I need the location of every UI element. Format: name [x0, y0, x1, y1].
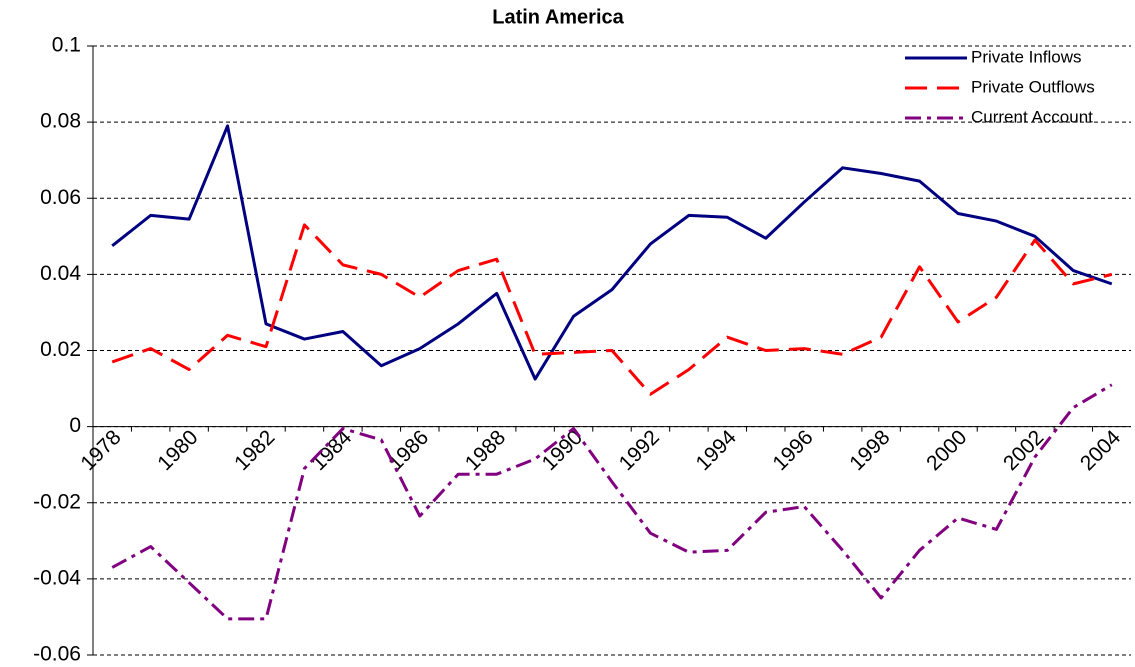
y-tick-label: 0.02: [40, 338, 81, 361]
legend-label: Current Account: [971, 107, 1093, 126]
x-tick-label: 1998: [845, 426, 894, 475]
y-tick-label: -0.04: [33, 566, 81, 589]
x-tick-label: 1996: [768, 426, 817, 475]
y-tick-label: 0.04: [40, 262, 81, 285]
x-tick-label: 1982: [230, 426, 279, 475]
x-tick-label: 2004: [1076, 426, 1126, 476]
y-tick-label: 0.1: [52, 34, 81, 57]
legend-label: Private Outflows: [971, 77, 1095, 96]
y-tick-label: -0.02: [33, 490, 81, 513]
series-line: [111, 124, 1113, 381]
x-tick-label: 1992: [615, 426, 664, 475]
x-tick-label: 1980: [153, 426, 202, 475]
x-tick-label: 1984: [307, 426, 357, 476]
x-tick-label: 2000: [922, 426, 971, 475]
legend: Private Inflows Private Outflows Current A…: [905, 47, 1095, 126]
x-tick-label: 1978: [76, 426, 125, 475]
legend-label: Private Inflows: [971, 47, 1082, 66]
y-tick-label: 0.08: [40, 110, 81, 133]
x-tick-label: 1994: [691, 426, 741, 476]
y-tick-label: 0.06: [40, 186, 81, 209]
series-line: [111, 223, 1113, 396]
x-tick-label: 1986: [384, 426, 433, 475]
chart-title: Latin America: [492, 6, 624, 28]
series-line: [111, 383, 1113, 621]
y-tick-label: -0.06: [33, 643, 81, 666]
x-tick-label: 1988: [461, 426, 510, 475]
y-tick-label: 0: [69, 414, 81, 437]
x-tick-label: 2002: [999, 426, 1048, 475]
